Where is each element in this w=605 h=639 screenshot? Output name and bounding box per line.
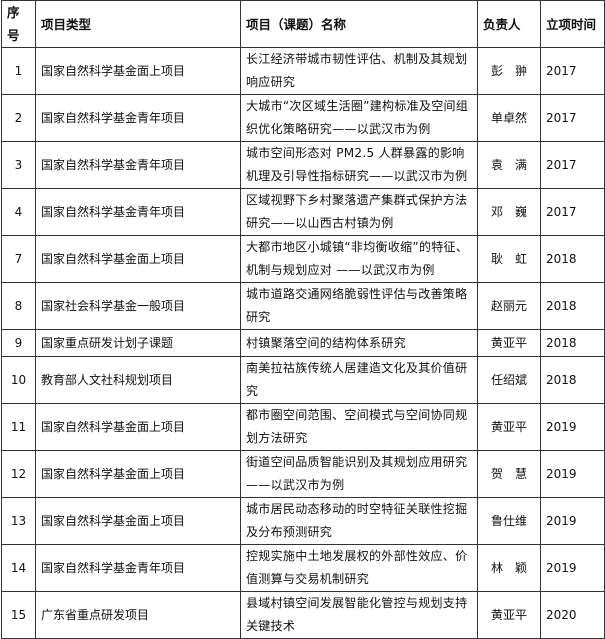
cell-type: 国家自然科学基金面上项目 <box>35 235 241 283</box>
table-row: 15 广东省重点研发项目 县域村镇空间发展智能化管控与规划支持关键技术 黄亚平 2020 <box>1 591 605 639</box>
cell-name: 南美拉祜族传统人居建造文化及其价值研究 <box>240 356 478 404</box>
cell-no: 11 <box>1 403 36 451</box>
header-type: 项目类型 <box>35 0 241 48</box>
cell-type: 国家自然科学基金青年项目 <box>35 94 241 142</box>
table-row: 11 国家自然科学基金面上项目 都市圈空间范围、空间模式与空间协同规划方法研究 黄亚平… <box>1 403 605 451</box>
header-year: 立项时间 <box>540 0 605 48</box>
cell-name: 控规实施中土地发展权的外部性效应、价值测算与交易机制研究 <box>240 544 478 592</box>
header-name: 项目（课题）名称 <box>240 0 478 48</box>
header-no: 序号 <box>1 0 36 48</box>
table-row: 14 国家自然科学基金青年项目 控规实施中土地发展权的外部性效应、价值测算与交易机制… <box>1 544 605 592</box>
cell-name: 城市道路交通网络脆弱性评估与改善策略研究 <box>240 282 478 330</box>
cell-name: 大城市“次区域生活圈”建构标准及空间组织优化策略研究——以武汉市为例 <box>240 94 478 142</box>
cell-no: 15 <box>1 591 36 639</box>
cell-leader: 林 颖 <box>477 544 541 592</box>
cell-type: 国家社会科学基金一般项目 <box>35 282 241 330</box>
cell-year: 2017 <box>540 94 605 142</box>
cell-year: 2017 <box>540 47 605 95</box>
table-row: 2 国家自然科学基金青年项目 大城市“次区域生活圈”建构标准及空间组织优化策略研究—… <box>1 94 605 142</box>
cell-year: 2019 <box>540 450 605 498</box>
table-row: 1 国家自然科学基金面上项目 长江经济带城市韧性评估、机制及其规划响应研究彭 翀 20… <box>1 47 605 95</box>
cell-name: 长江经济带城市韧性评估、机制及其规划响应研究 <box>240 47 478 95</box>
cell-leader: 单卓然 <box>477 94 541 142</box>
cell-leader: 彭 翀 <box>477 47 541 95</box>
header-leader: 负责人 <box>477 0 541 48</box>
cell-leader: 邓 巍 <box>477 188 541 236</box>
cell-name: 街道空间品质智能识别及其规划应用研究——以武汉市为例 <box>240 450 478 498</box>
cell-leader: 鲁仕维 <box>477 497 541 545</box>
cell-type: 广东省重点研发项目 <box>35 591 241 639</box>
cell-type: 国家自然科学基金面上项目 <box>35 450 241 498</box>
cell-no: 12 <box>1 450 36 498</box>
cell-leader: 耿 虹 <box>477 235 541 283</box>
table-row: 7 国家自然科学基金面上项目 大都市地区小城镇“非均衡收缩”的特征、机制与规划应对 … <box>1 235 605 283</box>
cell-name: 城市居民动态移动的时空特征关联性挖掘及分布预测研究 <box>240 497 478 545</box>
cell-name: 都市圈空间范围、空间模式与空间协同规划方法研究 <box>240 403 478 451</box>
table-row: 4 国家自然科学基金青年项目 区域视野下乡村聚落遗产集群式保护方法研究——以山西古村… <box>1 188 605 236</box>
cell-type: 教育部人文社科规划项目 <box>35 356 241 404</box>
header-row: 序号 项目类型 项目（课题）名称 负责人 立项时间 <box>1 0 605 48</box>
cell-type: 国家自然科学基金面上项目 <box>35 47 241 95</box>
cell-leader: 黄亚平 <box>477 329 541 357</box>
cell-leader: 袁 满 <box>477 141 541 189</box>
cell-year: 2018 <box>540 282 605 330</box>
cell-name: 大都市地区小城镇“非均衡收缩”的特征、机制与规划应对 ——以武汉市为例 <box>240 235 478 283</box>
cell-type: 国家自然科学基金青年项目 <box>35 141 241 189</box>
cell-name: 村镇聚落空间的结构体系研究 <box>240 329 478 357</box>
cell-year: 2019 <box>540 403 605 451</box>
cell-year: 2018 <box>540 356 605 404</box>
table-row: 13 国家自然科学基金面上项目 城市居民动态移动的时空特征关联性挖掘及分布预测研究鲁… <box>1 497 605 545</box>
table-row: 10 教育部人文社科规划项目 南美拉祜族传统人居建造文化及其价值研究 任绍斌 2018 <box>1 356 605 404</box>
cell-type: 国家自然科学基金面上项目 <box>35 403 241 451</box>
cell-year: 2019 <box>540 497 605 545</box>
table-row: 9 国家重点研发计划子课题 村镇聚落空间的结构体系研究 黄亚平 2018 <box>1 329 605 357</box>
cell-year: 2018 <box>540 235 605 283</box>
cell-leader: 黄亚平 <box>477 591 541 639</box>
cell-type: 国家重点研发计划子课题 <box>35 329 241 357</box>
cell-year: 2017 <box>540 141 605 189</box>
table-row: 12 国家自然科学基金面上项目 街道空间品质智能识别及其规划应用研究——以武汉市为例… <box>1 450 605 498</box>
cell-no: 10 <box>1 356 36 404</box>
cell-year: 2020 <box>540 591 605 639</box>
cell-type: 国家自然科学基金青年项目 <box>35 188 241 236</box>
cell-no: 3 <box>1 141 36 189</box>
cell-no: 2 <box>1 94 36 142</box>
cell-type: 国家自然科学基金面上项目 <box>35 497 241 545</box>
cell-no: 14 <box>1 544 36 592</box>
cell-no: 9 <box>1 329 36 357</box>
cell-name: 城市空间形态对 PM2.5 人群暴露的影响机理及引导性指标研究——以武汉市为例 <box>240 141 478 189</box>
cell-year: 2018 <box>540 329 605 357</box>
cell-no: 8 <box>1 282 36 330</box>
cell-leader: 赵丽元 <box>477 282 541 330</box>
cell-no: 4 <box>1 188 36 236</box>
table-row: 8 国家社会科学基金一般项目 城市道路交通网络脆弱性评估与改善策略研究 赵丽元 2018 <box>1 282 605 330</box>
cell-no: 13 <box>1 497 36 545</box>
cell-no: 1 <box>1 47 36 95</box>
cell-year: 2019 <box>540 544 605 592</box>
cell-year: 2017 <box>540 188 605 236</box>
cell-leader: 黄亚平 <box>477 403 541 451</box>
cell-leader: 任绍斌 <box>477 356 541 404</box>
cell-leader: 贺 慧 <box>477 450 541 498</box>
table-row: 3 国家自然科学基金青年项目 城市空间形态对 PM2.5 人群暴露的影响机理及引导性… <box>1 141 605 189</box>
cell-name: 县域村镇空间发展智能化管控与规划支持关键技术 <box>240 591 478 639</box>
cell-name: 区域视野下乡村聚落遗产集群式保护方法研究——以山西古村镇为例 <box>240 188 478 236</box>
cell-type: 国家自然科学基金青年项目 <box>35 544 241 592</box>
cell-no: 7 <box>1 235 36 283</box>
